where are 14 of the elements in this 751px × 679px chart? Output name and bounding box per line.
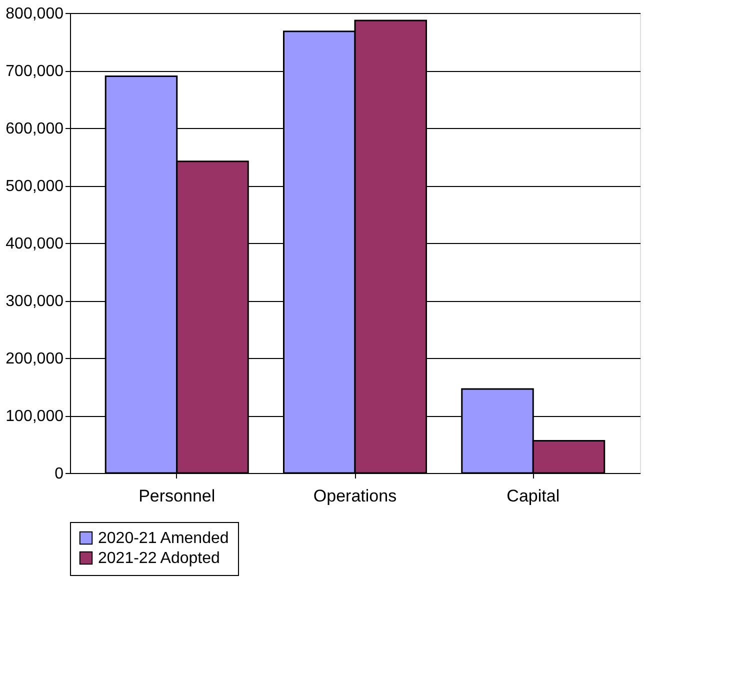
y-tick-label: 300,000 [6, 293, 64, 310]
x-tick-label: Personnel [138, 486, 216, 506]
x-tick-label: Operations [313, 486, 397, 506]
legend-label: 2020-21 Amended [98, 530, 229, 547]
y-tick-label: 200,000 [6, 350, 64, 368]
y-tick-label: 100,000 [6, 408, 64, 425]
y-tick-label: 400,000 [6, 236, 64, 252]
legend-label: 2021-22 Adopted [98, 550, 220, 567]
y-tick-label: 800,000 [6, 6, 64, 22]
y-tick-label: 500,000 [6, 178, 64, 195]
y-tick-label: 600,000 [6, 120, 64, 138]
y-tick-label: 700,000 [6, 63, 64, 80]
x-tick-label: Capital [506, 486, 560, 506]
y-tick-label: 0 [54, 466, 64, 482]
